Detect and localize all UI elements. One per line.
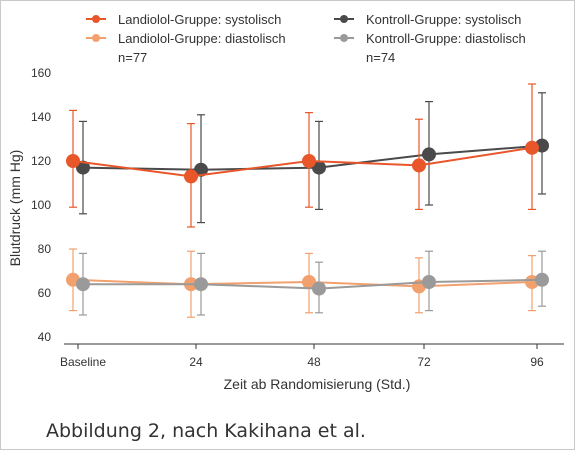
data-point [66,154,80,168]
series-1 [76,92,549,224]
legend-marker-kontroll-systolic [340,15,348,23]
data-point [535,272,549,287]
series-3 [76,250,549,316]
y-tick-label: 140 [31,110,51,124]
data-point [76,160,90,175]
data-point [312,281,326,296]
y-tick-label: 60 [38,286,52,300]
y-axis-title: Blutdruck (mm Hg) [7,150,23,267]
legend-marker-kontroll-diastolic [340,34,348,42]
legend-label-kontroll-systolic: Kontroll-Gruppe: systolisch [366,12,521,27]
x-tick-label: 24 [189,355,203,369]
legend-label-landiolol-diastolic: Landiolol-Gruppe: diastolisch [118,31,286,46]
y-tick-label: 160 [31,66,51,80]
legend-marker-landiolol-diastolic [92,34,100,42]
x-tick-label: Baseline [60,355,106,369]
data-point [302,275,316,289]
legend-item-kontroll-systolic: Kontroll-Gruppe: systolisch [334,12,521,27]
data-point [422,275,436,289]
figure-caption: Abbildung 2, nach Kakihana et al. [46,420,366,442]
data-point [525,140,539,155]
legend-label-kontroll-diastolic: Kontroll-Gruppe: diastolisch [366,31,526,46]
y-tick-label: 100 [31,198,51,212]
series-0 [66,83,539,228]
data-point [302,154,316,168]
data-point [184,169,198,184]
y-tick-label: 120 [31,154,51,168]
data-point [312,160,326,175]
plot-area [66,83,549,318]
legend-item-kontroll-diastolic: Kontroll-Gruppe: diastolisch [334,31,526,46]
legend-n-kontroll: n=74 [366,50,395,65]
series-2 [66,248,539,318]
x-ticks: Baseline 24 48 72 96 [60,344,544,369]
legend-n-landiolol: n=77 [118,50,147,65]
legend-item-landiolol-systolic: Landiolol-Gruppe: systolisch [86,12,281,27]
data-point [422,147,436,162]
legend-marker-landiolol-systolic [92,15,100,23]
x-tick-label: 72 [417,355,431,369]
legend-label-landiolol-systolic: Landiolol-Gruppe: systolisch [118,12,281,27]
x-tick-label: 48 [307,355,321,369]
x-tick-label: 96 [530,355,544,369]
y-tick-label: 40 [38,330,52,344]
data-point [194,277,208,292]
data-point [76,277,90,292]
legend-item-landiolol-diastolic: Landiolol-Gruppe: diastolisch [86,31,286,46]
y-tick-label: 80 [38,242,52,256]
legend: Landiolol-Gruppe: systolisch Landiolol-G… [86,12,526,65]
y-ticks: 40 60 80 100 120 140 160 [31,66,51,344]
x-axis-title: Zeit ab Randomisierung (Std.) [224,376,411,392]
data-point [412,158,426,173]
data-point [194,162,208,177]
